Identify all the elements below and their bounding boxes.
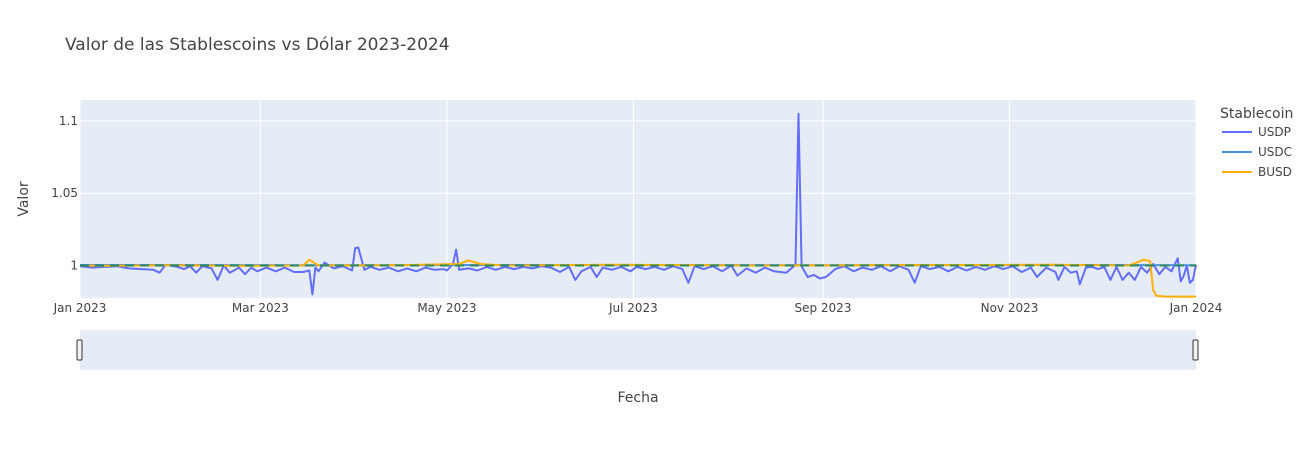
y-tick-label: 1.1 (59, 114, 78, 128)
legend: Stablecoin USDP USDC BUSD (1220, 106, 1293, 179)
x-tick-label: Nov 2023 (981, 301, 1039, 315)
legend-item-usdc[interactable]: USDC (1222, 145, 1292, 159)
x-axis-ticks: Jan 2023 Mar 2023 May 2023 Jul 2023 Sep 2023… (53, 301, 1223, 315)
y-axis-ticks: 1 1.05 1.1 (51, 114, 78, 273)
y-axis-title: Valor (16, 181, 32, 217)
y-tick-label: 1.05 (51, 186, 78, 200)
x-tick-label: May 2023 (417, 301, 476, 315)
range-slider-left-handle[interactable] (76, 339, 83, 361)
legend-item-busd[interactable]: BUSD (1222, 165, 1292, 179)
y-tick-label: 1 (70, 258, 78, 272)
legend-items: USDP USDC BUSD (1222, 125, 1292, 179)
x-tick-label: Jan 2023 (53, 301, 107, 315)
range-slider-track[interactable] (80, 330, 1196, 370)
legend-title: Stablecoin (1220, 106, 1293, 122)
series-line-usdp (79, 112, 1197, 296)
x-tick-label: Mar 2023 (232, 301, 289, 315)
legend-label: BUSD (1258, 165, 1292, 179)
range-slider[interactable] (76, 330, 1199, 370)
x-tick-label: Sep 2023 (794, 301, 851, 315)
legend-label: USDC (1258, 145, 1292, 159)
x-tick-label: Jan 2024 (1169, 301, 1223, 315)
legend-item-usdp[interactable]: USDP (1222, 125, 1291, 139)
x-tick-label: Jul 2023 (608, 301, 658, 315)
x-axis-title: Fecha (617, 390, 658, 406)
legend-label: USDP (1258, 125, 1291, 139)
range-slider-right-handle[interactable] (1192, 339, 1199, 361)
series-layer (79, 112, 1197, 298)
chart-title: Valor de las Stablescoins vs Dólar 2023-… (65, 35, 450, 55)
